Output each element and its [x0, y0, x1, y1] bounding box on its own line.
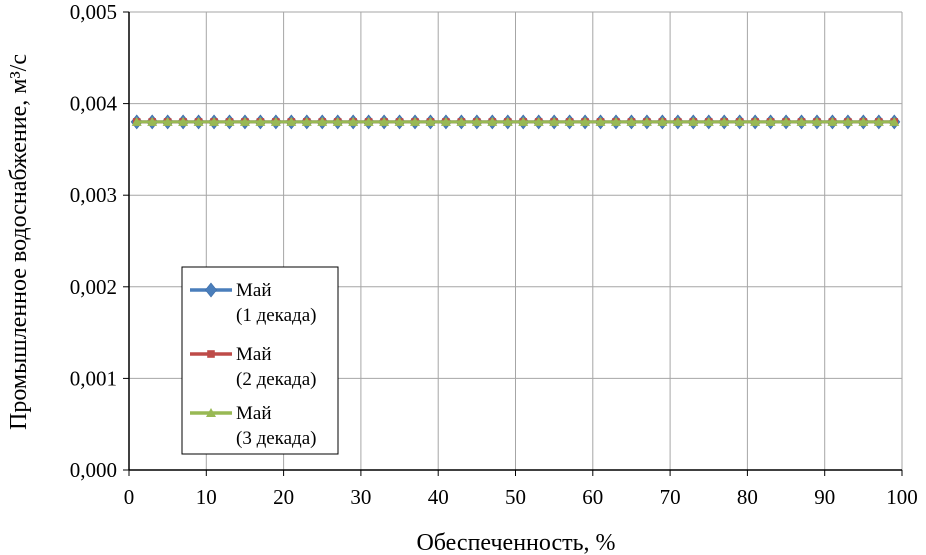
data-point	[672, 116, 683, 126]
data-point	[641, 116, 652, 126]
x-tick-label: 90	[814, 485, 835, 509]
data-point	[765, 116, 776, 126]
data-point	[889, 116, 900, 126]
legend-label-name: Май	[236, 344, 272, 365]
data-point	[502, 116, 513, 126]
data-point	[178, 116, 189, 126]
data-point	[549, 116, 560, 126]
data-point	[518, 116, 529, 126]
data-point	[224, 116, 235, 126]
y-tick-label: 0,004	[70, 92, 118, 116]
data-point	[317, 116, 328, 126]
y-tick-label: 0,002	[70, 275, 117, 299]
data-point	[657, 116, 668, 126]
y-tick-label: 0,001	[70, 366, 117, 390]
data-point	[734, 116, 745, 126]
data-point	[750, 116, 761, 126]
data-point	[425, 116, 436, 126]
x-tick-label: 10	[196, 485, 217, 509]
data-point	[147, 116, 158, 126]
data-point	[595, 116, 606, 126]
data-point	[363, 116, 374, 126]
x-tick-label: 40	[428, 485, 449, 509]
data-point	[255, 116, 266, 126]
y-tick-label: 0,003	[70, 183, 117, 207]
x-tick-label: 100	[886, 485, 918, 509]
data-point	[162, 116, 173, 126]
legend: Май (1 декада) Май (2 декада) Май (3 декада)	[181, 266, 339, 455]
data-point	[842, 116, 853, 126]
axes	[123, 11, 903, 476]
data-point	[811, 116, 822, 126]
data-point	[348, 116, 359, 126]
x-tick-label: 20	[273, 485, 294, 509]
data-point	[301, 116, 312, 126]
series-layer	[130, 114, 901, 130]
legend-swatch-marker	[205, 282, 217, 298]
tick-labels: 0 10 20 30 40 50 60 70 80 90 100 0,000 0,001 0,002 0,0…	[70, 0, 918, 509]
data-point	[270, 116, 281, 126]
legend-label-period: (3 декада)	[236, 428, 316, 449]
data-point	[394, 116, 405, 126]
y-tick-label: 0,000	[70, 458, 117, 482]
data-point	[873, 116, 884, 126]
legend-box	[181, 266, 339, 455]
y-axis-title: Промышленное водоснабжение, м³/с	[6, 54, 32, 430]
legend-items: Май (1 декада) Май (2 декада) Май (3 декада)	[190, 280, 316, 449]
y-tick-label: 0,005	[70, 0, 117, 24]
legend-swatch-marker	[206, 408, 216, 417]
data-point	[456, 116, 467, 126]
data-point	[626, 116, 637, 126]
data-point	[719, 116, 730, 126]
x-tick-label: 0	[124, 485, 135, 509]
data-point	[471, 116, 482, 126]
series-3	[131, 116, 900, 126]
data-point	[796, 116, 807, 126]
data-point	[332, 116, 343, 126]
legend-label-period: (1 декада)	[236, 305, 316, 326]
data-point	[688, 116, 699, 126]
data-point	[781, 116, 792, 126]
legend-label-name: Май	[236, 280, 272, 301]
data-point	[379, 116, 390, 126]
data-point	[533, 116, 544, 126]
data-point	[209, 116, 220, 126]
data-point	[131, 116, 142, 126]
data-point	[239, 116, 250, 126]
legend-item-3: Май (3 декада)	[190, 403, 316, 449]
legend-label-name: Май	[236, 403, 272, 424]
data-point	[858, 116, 869, 126]
x-tick-label: 80	[737, 485, 758, 509]
data-point	[580, 116, 591, 126]
data-point	[703, 116, 714, 126]
x-axis-title: Обеспеченность, %	[416, 530, 615, 555]
data-point	[610, 116, 621, 126]
legend-item-1: Май (1 декада)	[190, 280, 316, 326]
data-point	[440, 116, 451, 126]
legend-label-period: (2 декада)	[236, 369, 316, 390]
legend-swatch-marker	[207, 350, 215, 358]
data-point	[564, 116, 575, 126]
x-tick-label: 60	[582, 485, 603, 509]
data-point	[487, 116, 498, 126]
x-tick-label: 70	[660, 485, 681, 509]
data-point	[286, 116, 297, 126]
data-point	[410, 116, 421, 126]
legend-item-2: Май (2 декада)	[190, 344, 316, 390]
data-point	[193, 116, 204, 126]
data-point	[827, 116, 838, 126]
x-tick-label: 50	[505, 485, 526, 509]
x-tick-label: 30	[350, 485, 371, 509]
